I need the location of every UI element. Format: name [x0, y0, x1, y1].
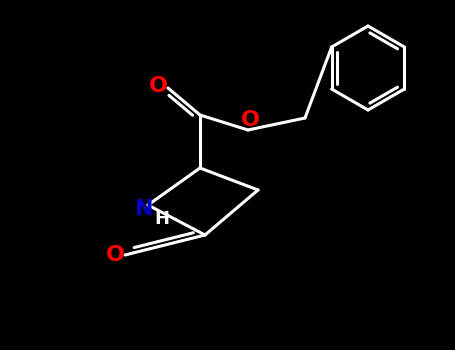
- Text: N: N: [135, 199, 153, 219]
- Text: O: O: [241, 110, 259, 130]
- Text: O: O: [148, 76, 167, 96]
- Text: O: O: [106, 245, 125, 265]
- Text: H: H: [155, 210, 170, 228]
